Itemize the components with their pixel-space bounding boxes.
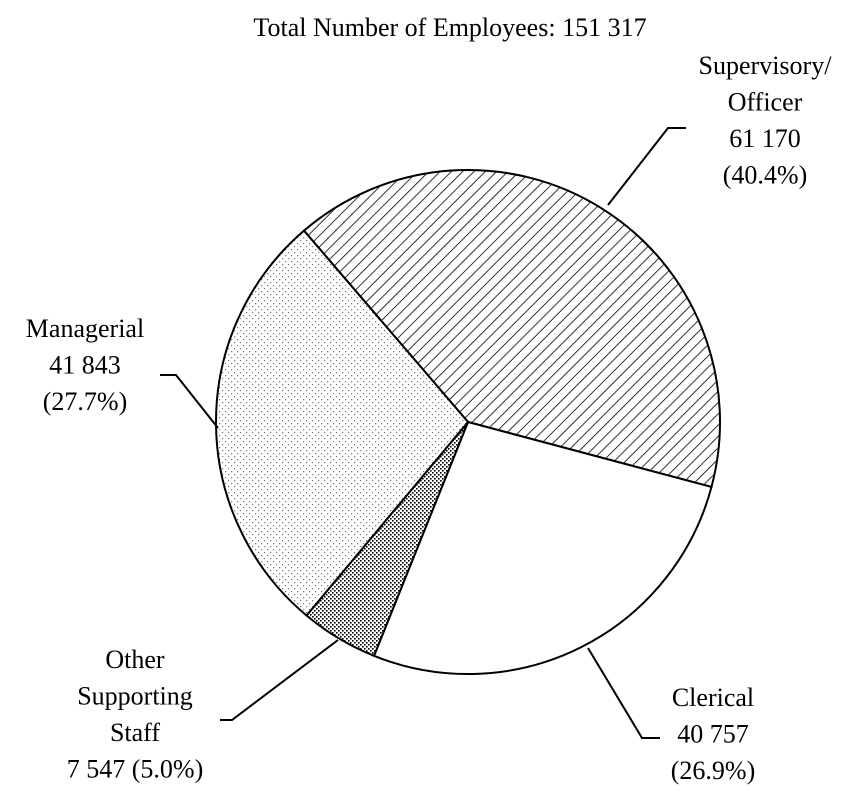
leader-line [587, 647, 660, 739]
leader-line [607, 127, 686, 206]
chart-title: Total Number of Employees: 151 317 [253, 13, 646, 42]
pie-slice [302, 169, 721, 489]
leader-line [160, 374, 219, 429]
slice-label: (40.4%) [723, 160, 807, 189]
slice-label: 41 843 [49, 350, 121, 379]
slice-label-part: 7 547 [67, 754, 126, 783]
slice-label: Staff [110, 718, 160, 747]
slice-label: Other [105, 645, 165, 674]
slice-label-part: Officer [728, 87, 803, 116]
slice-label: 7 547 (5.0%) [67, 754, 203, 783]
slice-label: Supervisory/ [699, 51, 833, 80]
slice-label: (26.9%) [671, 756, 755, 785]
slice-label-part: (27.7%) [43, 387, 127, 416]
slice-label: 40 757 [677, 719, 749, 748]
slice-label: Officer [728, 87, 803, 116]
slice-label: (27.7%) [43, 387, 127, 416]
slice-label-part: (5.0%) [132, 754, 203, 783]
slice-label-part: (26.9%) [671, 756, 755, 785]
slice-label-part: Supporting [77, 681, 193, 710]
slice-label: 61 170 [729, 124, 801, 153]
slice-label-part: Other [105, 645, 165, 674]
slice-label-part: Managerial [26, 314, 144, 343]
pie-slice [372, 420, 713, 675]
slice-label-part: 40 757 [677, 719, 749, 748]
slice-label-part: 41 843 [49, 350, 121, 379]
slice-label-part: 61 170 [729, 124, 801, 153]
slice-label: Supporting [77, 681, 193, 710]
slice-label-part: (40.4%) [723, 160, 807, 189]
slice-label: Clerical [672, 683, 754, 712]
slice-label-part: Clerical [672, 683, 754, 712]
slice-label: Managerial [26, 314, 144, 343]
slice-label-part: Supervisory/ [699, 51, 833, 80]
slice-label-part: Staff [110, 718, 160, 747]
leader-line [220, 639, 339, 721]
pie-slice [215, 229, 470, 617]
